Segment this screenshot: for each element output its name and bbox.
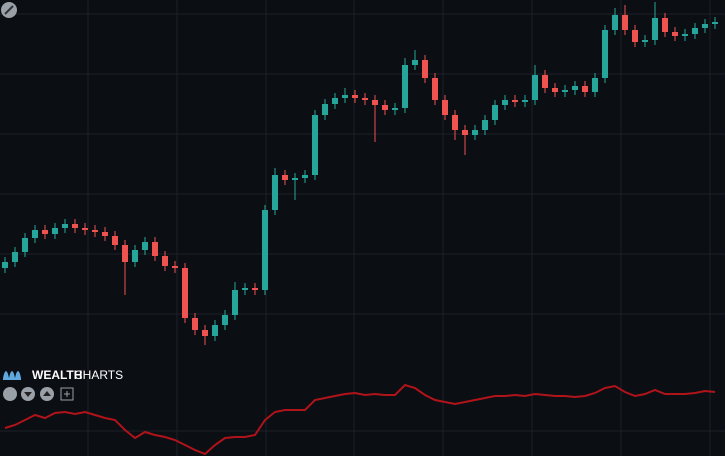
candle-body	[652, 18, 658, 40]
candle-body	[312, 115, 318, 175]
candle-body	[332, 98, 338, 104]
candle-body	[522, 100, 528, 102]
candle-body	[562, 90, 568, 92]
candle-body	[442, 100, 448, 115]
pane-buttons	[3, 387, 74, 401]
candle-body	[362, 98, 368, 100]
candle-body	[512, 100, 518, 102]
candle-body	[392, 108, 398, 110]
candle-body	[282, 175, 288, 180]
logo: WEALTH CHARTS	[3, 368, 123, 382]
candle-body	[372, 100, 378, 105]
candle-body	[582, 86, 588, 92]
candle-body	[212, 325, 218, 336]
button[interactable]	[3, 387, 17, 401]
candle-body	[162, 256, 168, 266]
candle-body	[602, 30, 608, 78]
candle-body	[112, 236, 118, 245]
candle-body	[682, 34, 688, 36]
candle-body	[692, 28, 698, 34]
candle-body	[552, 88, 558, 92]
candle-body	[242, 288, 248, 290]
candle-body	[272, 175, 278, 210]
candle-body	[502, 100, 508, 105]
candle-body	[12, 252, 18, 262]
candle-body	[432, 78, 438, 100]
candle-body	[182, 268, 188, 318]
candle-body	[142, 242, 148, 250]
candle-body	[322, 104, 328, 115]
candle-body	[22, 238, 28, 252]
candle-body	[152, 242, 158, 256]
candle-body	[632, 30, 638, 42]
candle-body	[32, 230, 38, 238]
candle-body	[482, 120, 488, 130]
candle-body	[352, 95, 358, 98]
candle-body	[132, 250, 138, 262]
candle-body	[532, 75, 538, 100]
candle-body	[672, 32, 678, 36]
candle-body	[472, 130, 478, 135]
candle-body	[542, 75, 548, 88]
candle-body	[72, 224, 78, 228]
candle-body	[2, 262, 8, 268]
candle-body	[712, 22, 718, 24]
candle-body	[412, 60, 418, 65]
candle-body	[192, 318, 198, 330]
indicator-line	[4, 383, 716, 456]
candle-body	[612, 15, 618, 30]
button-glyph	[24, 392, 32, 397]
candle-body	[102, 232, 108, 236]
candle-body	[202, 330, 208, 336]
candle-body	[52, 228, 58, 234]
candle-body	[62, 224, 68, 228]
candle-body	[82, 228, 88, 230]
logo-icon	[3, 371, 21, 380]
candle-body	[292, 178, 298, 180]
candle-body	[592, 78, 598, 92]
candle-body	[622, 15, 628, 30]
candle-body	[232, 290, 238, 315]
candle-body	[402, 65, 408, 108]
candle-body	[572, 86, 578, 90]
candle-body	[42, 230, 48, 234]
brand-bold: WEALTH	[32, 368, 82, 382]
settings-icon-glyph	[4, 5, 14, 15]
candle-body	[222, 315, 228, 325]
candle-body	[642, 40, 648, 42]
button-glyph	[64, 391, 70, 397]
candle-body	[462, 130, 468, 135]
candle-body	[662, 18, 668, 32]
candle-body	[302, 175, 308, 178]
candle-body	[702, 24, 708, 28]
candle-body	[422, 60, 428, 78]
brand-light: CHARTS	[74, 368, 123, 382]
candle-body	[92, 230, 98, 232]
candle-body	[492, 105, 498, 120]
candle-body	[452, 115, 458, 130]
candle-body	[262, 210, 268, 290]
candle-body	[172, 266, 178, 268]
candle-body	[342, 95, 348, 98]
candle-body	[122, 245, 128, 262]
button-glyph	[43, 391, 51, 396]
candle-body	[382, 105, 388, 110]
button[interactable]	[60, 387, 74, 401]
candle-body	[252, 288, 258, 290]
